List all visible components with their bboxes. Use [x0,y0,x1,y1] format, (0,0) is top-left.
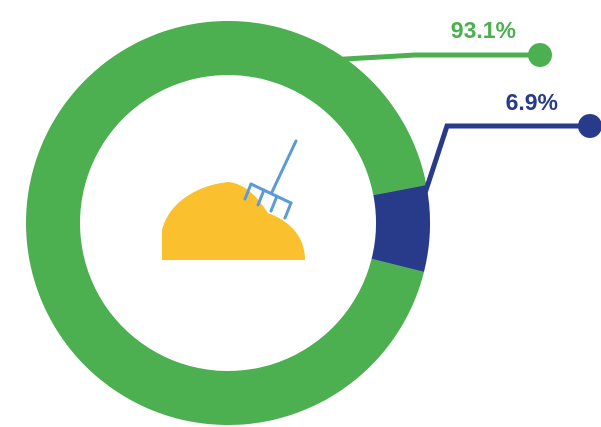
slice-label-2: 6.9% [506,89,558,115]
donut-slice-2 [371,185,430,272]
pitchfork-icon [243,139,298,220]
callouts: 93.1% 6.9% [325,17,601,216]
donut-slices [25,21,430,426]
callout-dot-2 [578,114,601,138]
callout-line-1 [325,52,540,63]
callout-dot-1 [528,43,552,67]
hay-pile-with-pitchfork-icon [162,139,305,260]
callout-line-2 [415,123,590,216]
slice-label-1: 93.1% [451,17,516,43]
hay-pile-shape [162,182,305,260]
